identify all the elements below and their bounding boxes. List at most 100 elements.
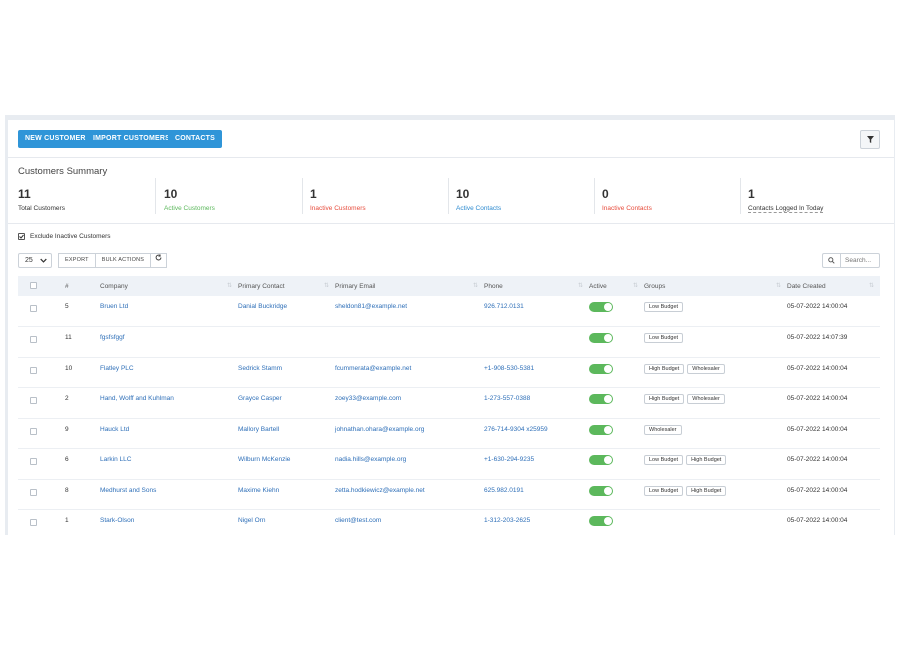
phone-link[interactable]: +1-630-294-9235	[484, 456, 535, 463]
contact-link[interactable]: Maxime Kiehn	[238, 486, 280, 494]
phone-link[interactable]: +1-908-530-5381	[484, 364, 535, 372]
contact-link[interactable]: Wilburn McKenzie	[238, 456, 291, 463]
email-link[interactable]: fcummerata@example.net	[335, 364, 412, 372]
company-link[interactable]: Bruen Ltd	[100, 303, 129, 310]
customers-table: # Company ⇅ Primary Contact ⇅ Primary Emai…	[18, 276, 880, 535]
row-checkbox[interactable]	[30, 336, 37, 343]
active-toggle[interactable]	[589, 516, 613, 526]
stat-value: 10	[456, 187, 470, 201]
contact-link[interactable]: Mallory Bartell	[238, 425, 280, 433]
new-customer-button[interactable]: NEW CUSTOMER	[18, 130, 93, 148]
active-toggle[interactable]	[589, 302, 613, 312]
group-tag[interactable]: Wholesaler	[687, 394, 725, 404]
row-checkbox[interactable]	[30, 519, 37, 526]
company-link[interactable]: Stark-Olson	[100, 517, 135, 524]
email-link[interactable]: sheldon81@example.net	[335, 303, 408, 310]
column-header-primary-email[interactable]: Primary Email ⇅	[335, 282, 478, 290]
active-toggle[interactable]	[589, 455, 613, 465]
company-link[interactable]: Hauck Ltd	[100, 425, 130, 433]
select-all-checkbox[interactable]	[30, 281, 37, 289]
table-row[interactable]: 9 Hauck Ltd Mallory Bartell johnathan.ohara…	[18, 418, 880, 449]
table-row[interactable]: 2 Hand, Wolff and Kuhlman Grayce Casper zoe…	[18, 388, 880, 418]
group-tag[interactable]: Low Budget	[644, 333, 684, 343]
contact-link[interactable]: Grayce Casper	[238, 395, 282, 402]
group-tag[interactable]: High Budget	[644, 394, 685, 404]
contact-link[interactable]: Nigel Orn	[238, 517, 266, 524]
column-header-primary-contact[interactable]: Primary Contact ⇅	[238, 282, 329, 290]
refresh-button[interactable]	[151, 253, 168, 268]
table-row[interactable]: 8 Medhurst and Sons Maxime Kiehn zetta.hodk…	[18, 479, 880, 510]
phone-link[interactable]: 1-312-203-2625	[484, 517, 531, 524]
contacts-button[interactable]: CONTACTS	[168, 130, 222, 148]
phone-link[interactable]	[484, 327, 589, 358]
filter-button[interactable]	[860, 130, 880, 149]
email-link[interactable]: nadia.hills@example.org	[335, 456, 407, 463]
groups-cell: High Budget Wholesaler	[644, 357, 787, 388]
column-header-active[interactable]: Active ⇅	[589, 282, 638, 290]
table-row[interactable]: 11 fgsfsfggf Low Budget 05-07-2022 14:07:39	[18, 327, 880, 358]
row-id: 5	[65, 303, 69, 310]
phone-link[interactable]: 1-273-557-0388	[484, 395, 531, 402]
row-select-cell	[18, 296, 65, 327]
table-row[interactable]: 10 Flatley PLC Sedrick Stamm fcummerata@exa…	[18, 357, 880, 388]
bulk-actions-button[interactable]: BULK ACTIONS	[95, 253, 152, 268]
row-checkbox[interactable]	[30, 458, 37, 465]
group-tag[interactable]: High Budget	[686, 455, 727, 465]
stat-value: 11	[18, 187, 31, 201]
groups-cell: Low Budget High Budget	[644, 479, 787, 510]
contact-link[interactable]: Danial Buckridge	[238, 303, 288, 310]
group-tag[interactable]: Wholesaler	[687, 363, 725, 374]
column-header-date-created[interactable]: Date Created ⇅	[787, 282, 874, 290]
date-created: 05-07-2022 14:00:04	[787, 456, 848, 463]
active-toggle[interactable]	[589, 424, 613, 435]
row-checkbox[interactable]	[30, 427, 37, 435]
email-link[interactable]: zoey33@example.com	[335, 395, 402, 402]
column-header-groups[interactable]: Groups ⇅	[644, 282, 781, 290]
group-tag[interactable]: Low Budget	[644, 302, 684, 312]
company-link[interactable]: Flatley PLC	[100, 364, 134, 372]
column-header-company[interactable]: Company ⇅	[100, 282, 232, 290]
table-row[interactable]: 5 Bruen Ltd Danial Buckridge sheldon81@exam…	[18, 296, 880, 327]
column-header-id[interactable]: #	[65, 282, 69, 290]
phone-link[interactable]: 276-714-9304 x25959	[484, 425, 548, 433]
row-checkbox[interactable]	[30, 488, 37, 496]
company-link[interactable]: Medhurst and Sons	[100, 486, 157, 494]
toolbar: NEW CUSTOMER IMPORT CUSTOMERS CONTACTS	[8, 120, 894, 158]
group-tag[interactable]: High Budget	[644, 363, 685, 374]
active-toggle[interactable]	[589, 333, 613, 343]
row-checkbox[interactable]	[30, 366, 37, 374]
page-size-select[interactable]: 25	[18, 253, 52, 268]
stat-divider	[594, 178, 595, 214]
email-link[interactable]: zetta.hodkiewicz@example.net	[335, 486, 425, 494]
group-tag[interactable]: High Budget	[686, 485, 727, 496]
active-toggle[interactable]	[589, 394, 613, 404]
active-toggle[interactable]	[589, 485, 613, 496]
search-input[interactable]	[840, 253, 880, 268]
email-link[interactable]	[335, 327, 484, 358]
email-link[interactable]: client@test.com	[335, 517, 382, 524]
active-toggle[interactable]	[589, 363, 613, 374]
table-row[interactable]: 1 Stark-Olson Nigel Orn client@test.com 1-31…	[18, 510, 880, 536]
phone-link[interactable]: 625.982.0191	[484, 486, 524, 494]
import-customers-button[interactable]: IMPORT CUSTOMERS	[86, 130, 177, 148]
exclude-inactive-checkbox[interactable]	[18, 233, 25, 240]
table-row[interactable]: 6 Larkin LLC Wilburn McKenzie nadia.hills@e…	[18, 449, 880, 479]
table-header: # Company ⇅ Primary Contact ⇅ Primary Emai…	[18, 276, 880, 296]
row-checkbox[interactable]	[30, 305, 37, 312]
company-link[interactable]: Hand, Wolff and Kuhlman	[100, 395, 174, 402]
contact-link[interactable]: Sedrick Stamm	[238, 364, 283, 372]
company-link[interactable]: Larkin LLC	[100, 456, 132, 463]
group-tag[interactable]: Low Budget	[644, 485, 684, 496]
group-tag[interactable]: Low Budget	[644, 455, 684, 465]
search-button[interactable]	[822, 253, 840, 268]
company-link[interactable]: fgsfsfggf	[100, 334, 125, 341]
group-tag[interactable]: Wholesaler	[644, 424, 682, 435]
email-link[interactable]: johnathan.ohara@example.org	[335, 425, 425, 433]
phone-link[interactable]: 926.712.0131	[484, 303, 524, 310]
stat-label[interactable]: Contacts Logged In Today	[748, 205, 824, 213]
column-header-phone[interactable]: Phone ⇅	[484, 282, 583, 290]
stat-label: Active Contacts	[456, 205, 502, 212]
row-checkbox[interactable]	[30, 397, 37, 404]
contact-link[interactable]	[238, 327, 335, 358]
export-button[interactable]: EXPORT	[58, 253, 96, 268]
